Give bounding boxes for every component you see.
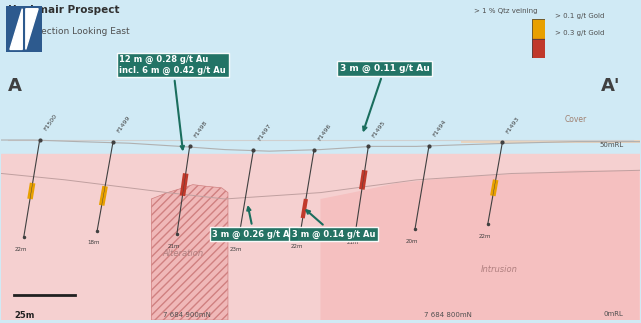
Text: 12 m @ 0.28 g/t Au
incl. 6 m @ 0.42 g/t Au: 12 m @ 0.28 g/t Au incl. 6 m @ 0.42 g/t … bbox=[119, 55, 226, 149]
Text: Alteration: Alteration bbox=[163, 249, 204, 258]
Text: 25m: 25m bbox=[14, 310, 35, 319]
Text: 3 m @ 0.11 g/t Au: 3 m @ 0.11 g/t Au bbox=[340, 64, 429, 130]
Bar bbox=[1, 154, 640, 320]
Text: > 0.1 g/t Gold: > 0.1 g/t Gold bbox=[555, 13, 604, 18]
Polygon shape bbox=[151, 185, 228, 320]
Text: 22m: 22m bbox=[290, 244, 303, 249]
Text: 50mRL: 50mRL bbox=[599, 142, 624, 148]
Text: 21m: 21m bbox=[346, 240, 359, 245]
Text: F1497: F1497 bbox=[256, 123, 272, 141]
Text: 21m: 21m bbox=[167, 244, 180, 249]
Text: F1496: F1496 bbox=[317, 123, 333, 141]
Text: Cross Section Looking East: Cross Section Looking East bbox=[8, 27, 129, 36]
Text: A: A bbox=[8, 77, 22, 95]
Text: > 0.3 g/t Gold: > 0.3 g/t Gold bbox=[555, 30, 604, 36]
Text: > 1 % Qtz veining: > 1 % Qtz veining bbox=[474, 8, 538, 14]
Text: 20m: 20m bbox=[406, 239, 418, 244]
Text: A': A' bbox=[601, 77, 621, 95]
Text: Cover: Cover bbox=[565, 116, 587, 124]
Text: F1500: F1500 bbox=[43, 113, 58, 132]
Polygon shape bbox=[10, 9, 22, 49]
Text: 3 m @ 0.26 g/t Au: 3 m @ 0.26 g/t Au bbox=[212, 207, 296, 239]
Polygon shape bbox=[320, 170, 640, 320]
Bar bbox=[532, 39, 545, 58]
Text: 23m: 23m bbox=[229, 247, 242, 252]
Text: 18m: 18m bbox=[88, 240, 100, 245]
Text: Intrusion: Intrusion bbox=[481, 265, 518, 274]
Text: F1493: F1493 bbox=[506, 115, 521, 134]
Text: 22m: 22m bbox=[478, 234, 491, 239]
Text: F1498: F1498 bbox=[193, 120, 208, 139]
Text: F1499: F1499 bbox=[116, 115, 131, 134]
Text: 7 684 900mN: 7 684 900mN bbox=[163, 312, 210, 318]
Text: 22m: 22m bbox=[14, 247, 27, 252]
Text: F1494: F1494 bbox=[432, 119, 447, 138]
Text: Heckmair Prospect: Heckmair Prospect bbox=[8, 5, 119, 15]
Text: 3 m @ 0.14 g/t Au: 3 m @ 0.14 g/t Au bbox=[292, 210, 375, 239]
Polygon shape bbox=[461, 140, 640, 143]
Bar bbox=[532, 19, 545, 39]
Text: F1495: F1495 bbox=[372, 120, 387, 139]
Bar bbox=[1, 1, 640, 161]
Text: 7 684 800mN: 7 684 800mN bbox=[424, 312, 472, 318]
Polygon shape bbox=[26, 9, 38, 49]
Text: 0mRL: 0mRL bbox=[604, 311, 624, 317]
